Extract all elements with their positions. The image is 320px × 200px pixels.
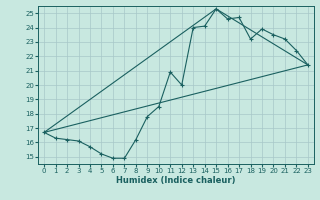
X-axis label: Humidex (Indice chaleur): Humidex (Indice chaleur)	[116, 176, 236, 185]
